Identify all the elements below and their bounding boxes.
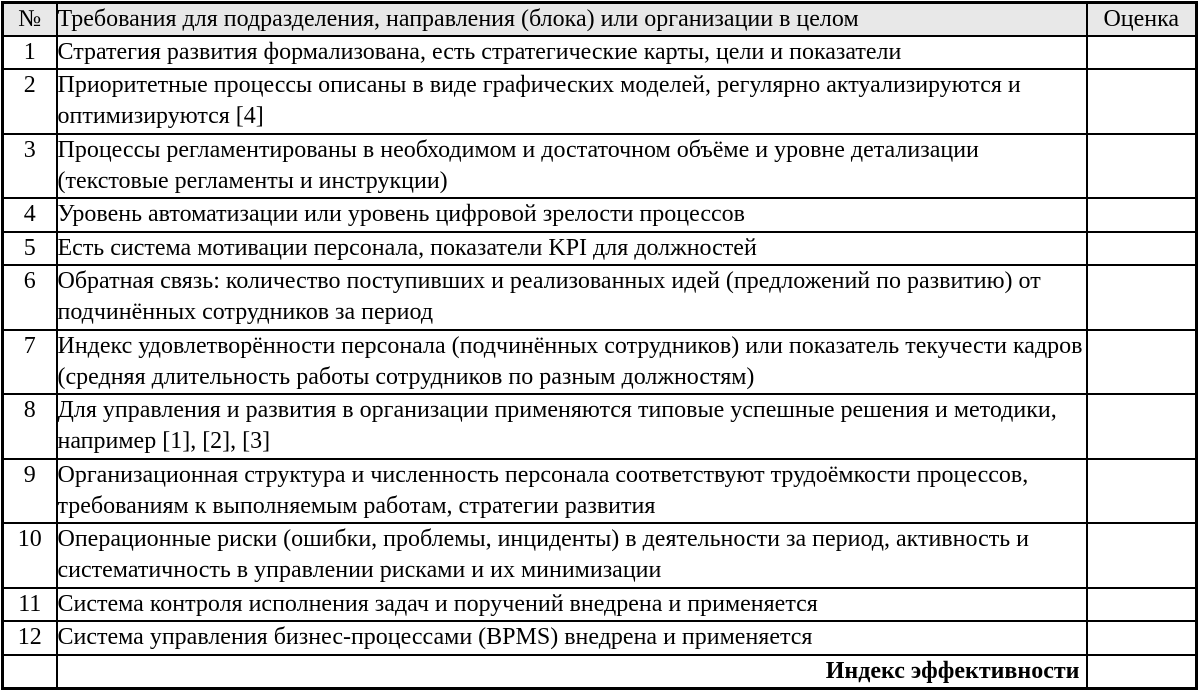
score-cell xyxy=(1085,132,1198,200)
row-number: 7 xyxy=(1,328,58,396)
table-row: 5 Есть система мотивации персонала, пока… xyxy=(1,230,1198,267)
header-number: № xyxy=(1,1,58,37)
row-number: 6 xyxy=(1,264,58,331)
table-row: 8 Для управления и развития в организаци… xyxy=(1,393,1198,460)
footer-number-cell xyxy=(1,653,58,690)
row-requirement: Приоритетные процессы описаны в виде гра… xyxy=(55,68,1088,135)
row-requirement: Есть система мотивации персонала, показа… xyxy=(55,230,1088,267)
row-number: 12 xyxy=(1,620,58,656)
row-requirement: Организационная структура и численность … xyxy=(55,457,1088,525)
score-cell xyxy=(1085,457,1198,525)
score-cell xyxy=(1085,393,1198,460)
table-row: 7 Индекс удовлетворённости персонала (по… xyxy=(1,328,1198,396)
table-row: 1 Стратегия развития формализована, есть… xyxy=(1,34,1198,71)
score-cell xyxy=(1085,328,1198,396)
table-row: 2 Приоритетные процессы описаны в виде г… xyxy=(1,68,1198,135)
score-cell xyxy=(1085,68,1198,135)
header-score: Оценка xyxy=(1085,1,1198,37)
score-cell xyxy=(1085,230,1198,267)
score-cell xyxy=(1085,587,1198,623)
row-requirement: Стратегия развития формализована, есть с… xyxy=(55,34,1088,71)
row-number: 9 xyxy=(1,457,58,525)
row-requirement: Процессы регламентированы в необходимом … xyxy=(55,132,1088,200)
table-row: 11 Система контроля исполнения задач и п… xyxy=(1,587,1198,623)
table-row: 9 Организационная структура и численност… xyxy=(1,457,1198,525)
row-number: 8 xyxy=(1,393,58,460)
row-number: 10 xyxy=(1,522,58,590)
score-cell xyxy=(1085,197,1198,233)
header-row: № Требования для подразделения, направле… xyxy=(1,1,1198,37)
row-number: 1 xyxy=(1,34,58,71)
table-row: 4 Уровень автоматизации или уровень цифр… xyxy=(1,197,1198,233)
row-requirement: Обратная связь: количество поступивших и… xyxy=(55,264,1088,331)
table-row: 6 Обратная связь: количество поступивших… xyxy=(1,264,1198,331)
row-requirement: Операционные риски (ошибки, проблемы, ин… xyxy=(55,522,1088,590)
row-requirement: Уровень автоматизации или уровень цифров… xyxy=(55,197,1088,233)
score-cell xyxy=(1085,620,1198,656)
header-requirement: Требования для подразделения, направлени… xyxy=(55,1,1088,37)
table-row: 12 Система управления бизнес-процессами … xyxy=(1,620,1198,656)
row-number: 2 xyxy=(1,68,58,135)
row-requirement: Система управления бизнес-процессами (BP… xyxy=(55,620,1088,656)
row-number: 4 xyxy=(1,197,58,233)
score-cell xyxy=(1085,522,1198,590)
table-row: 10 Операционные риски (ошибки, проблемы,… xyxy=(1,522,1198,590)
table-row: 3 Процессы регламентированы в необходимо… xyxy=(1,132,1198,200)
row-requirement: Система контроля исполнения задач и пору… xyxy=(55,587,1088,623)
score-cell xyxy=(1085,34,1198,71)
row-number: 3 xyxy=(1,132,58,200)
row-requirement: Индекс удовлетворённости персонала (подч… xyxy=(55,328,1088,396)
row-number: 5 xyxy=(1,230,58,267)
row-number: 11 xyxy=(1,587,58,623)
footer-score-cell xyxy=(1085,653,1198,690)
row-requirement: Для управления и развития в организации … xyxy=(55,393,1088,460)
footer-row: Индекс эффективности xyxy=(1,653,1198,690)
footer-label: Индекс эффективности xyxy=(55,653,1088,690)
score-cell xyxy=(1085,264,1198,331)
